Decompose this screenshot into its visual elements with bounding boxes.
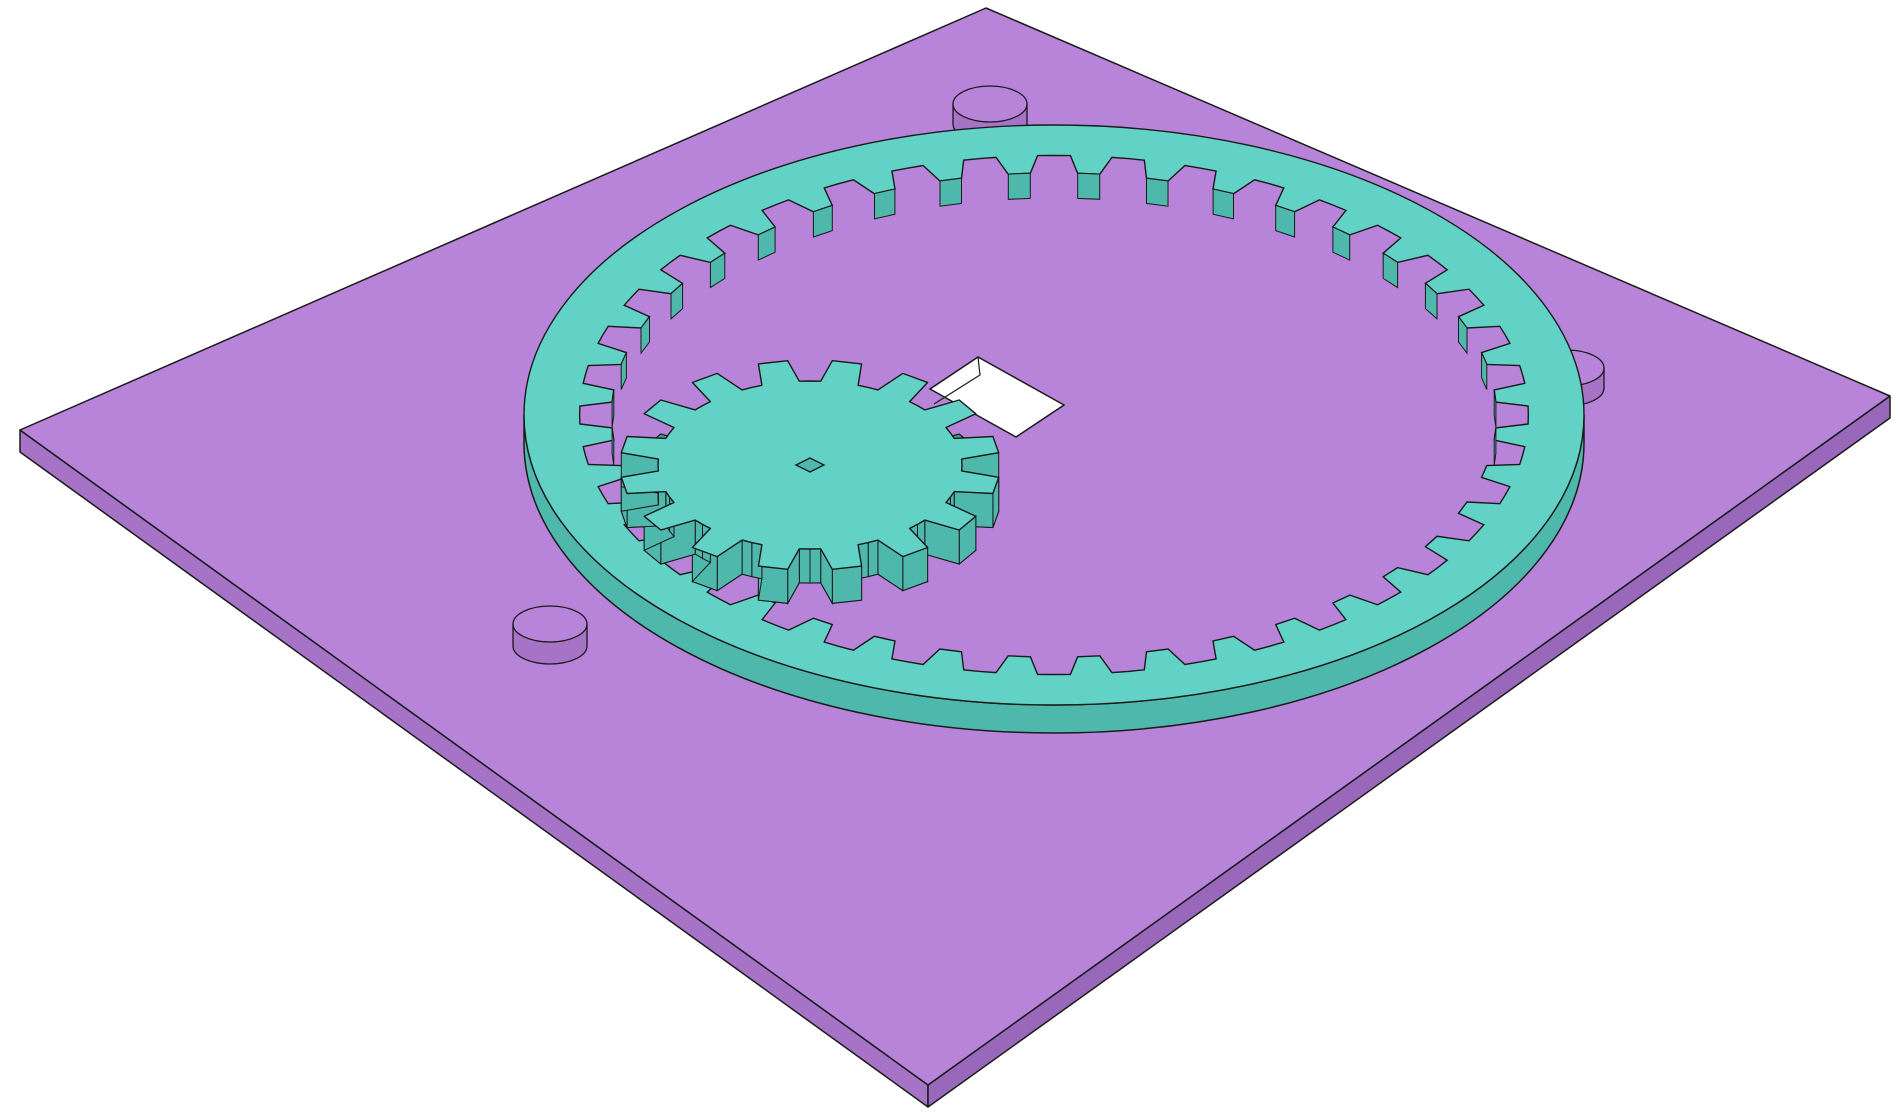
ring-tooth-wall	[1212, 188, 1234, 220]
ring-tooth-wall	[1493, 389, 1497, 428]
ring-tooth-wall	[1146, 177, 1169, 207]
ring-tooth-wall	[670, 282, 684, 321]
ring-tooth-wall	[1332, 226, 1351, 261]
ring-tooth-wall	[1275, 204, 1296, 238]
pinion-tooth-wall	[798, 548, 811, 584]
ring-tooth-wall	[1077, 172, 1101, 200]
pinion-tooth-wall	[809, 548, 822, 584]
pinion-center-bore	[794, 457, 826, 473]
ring-tooth-wall	[1481, 352, 1488, 390]
ring-tooth-wall	[1458, 315, 1468, 355]
ring-top-face	[523, 124, 1585, 706]
pin-back-top	[952, 85, 1028, 123]
ring-tooth-wall	[1424, 282, 1438, 321]
ring-tooth-wall	[611, 427, 615, 466]
pinion-gear[interactable]	[620, 360, 1000, 606]
ring-tooth-wall	[1493, 427, 1497, 466]
ring-tooth-wall	[611, 389, 615, 428]
pinion-tooth-wall	[757, 565, 789, 604]
pinion-tooth-wall	[867, 539, 879, 578]
pinion-tooth-wall	[831, 565, 863, 604]
ring-tooth-wall	[812, 204, 833, 238]
ring-tooth-wall	[709, 252, 726, 289]
ring-tooth-wall	[620, 352, 627, 390]
pin-left	[512, 605, 588, 665]
plate-hole-inner-edge	[929, 355, 981, 405]
ring-tooth-wall	[640, 315, 650, 355]
ring-gear[interactable]	[523, 124, 1585, 734]
pin-left-top	[512, 605, 588, 643]
ring-tooth-wall	[874, 188, 896, 220]
ring-tooth-wall	[757, 226, 776, 261]
ring-tooth-wall	[939, 177, 962, 207]
ring-tooth-wall	[1007, 172, 1031, 200]
pinion-tooth-wall	[741, 539, 753, 578]
ring-tooth-wall	[1382, 252, 1399, 289]
